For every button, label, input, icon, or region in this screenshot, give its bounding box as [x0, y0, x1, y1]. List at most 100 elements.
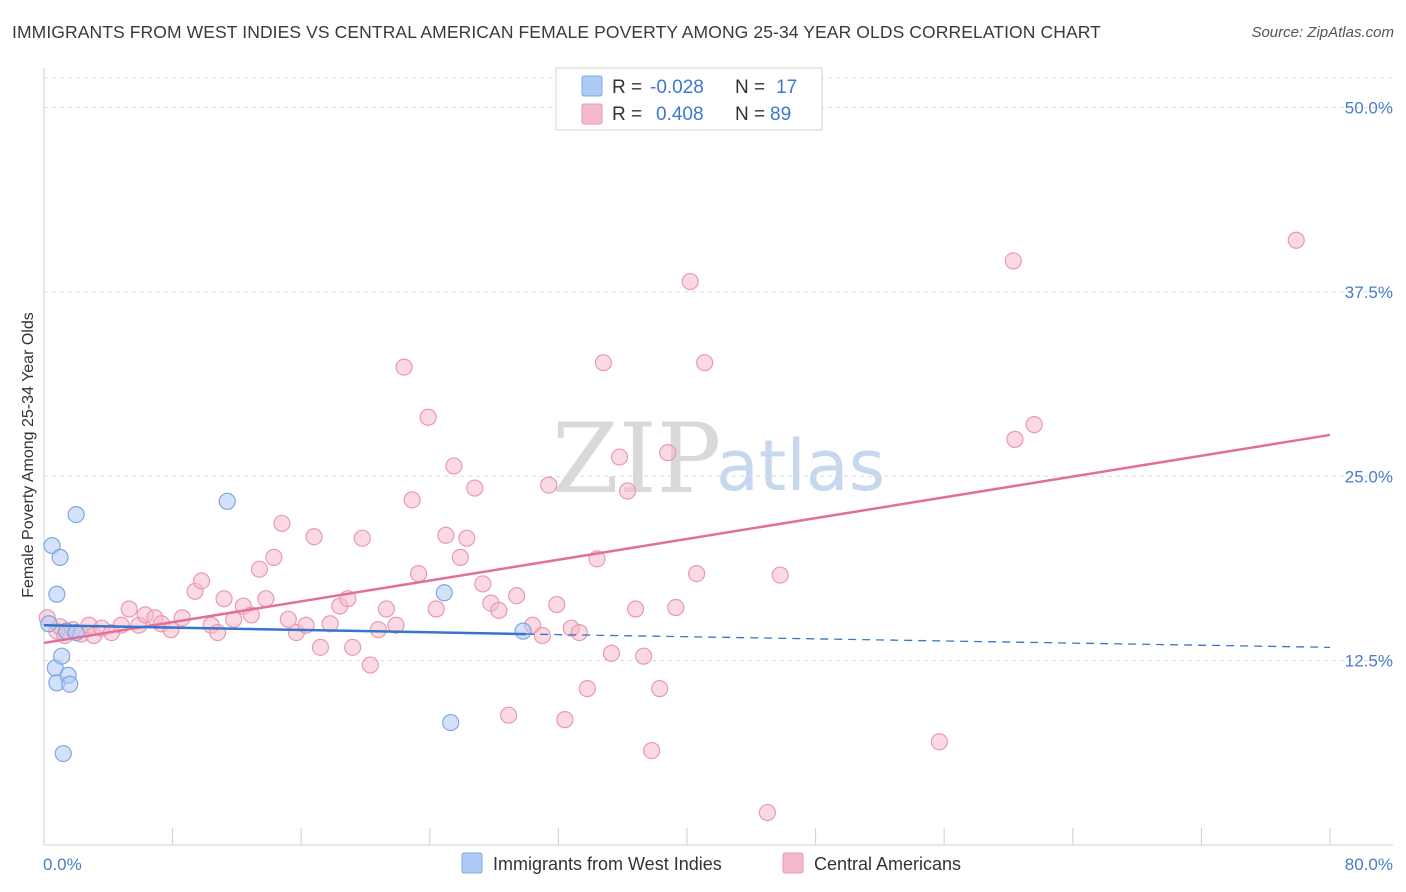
central-americans-point: [120, 600, 138, 618]
central-americans-point: [651, 680, 669, 698]
central-americans-point: [1006, 430, 1024, 448]
central-americans-point: [451, 548, 469, 566]
watermark-atlas: atlas: [716, 425, 885, 507]
central-americans-point: [499, 706, 518, 724]
central-americans-point: [437, 526, 455, 544]
source-credit: Source: ZipAtlas.com: [1251, 24, 1394, 41]
central-americans-point: [403, 491, 421, 509]
y-axis-label: Female Poverty Among 25-34 Year Olds: [20, 312, 37, 598]
west-indies-point: [218, 492, 236, 510]
central-americans-point: [570, 623, 588, 642]
central-americans-point: [540, 476, 558, 494]
central-americans-point: [192, 572, 211, 590]
chart-title: IMMIGRANTS FROM WEST INDIES VS CENTRAL A…: [12, 22, 1101, 42]
central-americans-point: [634, 647, 653, 665]
axes: [43, 68, 1393, 846]
west-indies-point: [40, 615, 58, 633]
legend-n-value: 17: [776, 77, 797, 98]
central-americans-points: [38, 231, 1305, 822]
west-indies-point: [67, 505, 85, 524]
watermark: ZIP atlas: [552, 403, 885, 515]
legend-n-label: N =: [735, 77, 765, 98]
legend-swatch-blue: [581, 75, 603, 97]
west-indies-point: [48, 585, 66, 603]
central-americans-point: [594, 354, 613, 372]
bottom-legend-swatch-blue: [461, 852, 483, 874]
central-americans-point: [681, 272, 699, 291]
central-americans-point: [344, 638, 362, 656]
west-indies-points: [40, 492, 532, 763]
gridlines: [44, 77, 1393, 662]
central-americans-point: [466, 479, 484, 497]
central-americans-point: [209, 623, 227, 642]
central-americans-point: [533, 626, 551, 645]
west-indies-point: [54, 744, 72, 763]
central-americans-point: [445, 457, 463, 475]
central-americans-point: [490, 601, 508, 620]
x-tick-label: 0.0%: [43, 855, 82, 874]
trend-lines: [43, 433, 1331, 648]
central-americans-point: [409, 564, 428, 583]
central-americans-point: [474, 575, 492, 593]
central-americans-point: [556, 711, 574, 729]
central-americans-point: [458, 529, 476, 547]
legend: R = -0.028 N = 17 R = 0.408 N = 89: [555, 67, 823, 131]
bottom-legend-label: Central Americans: [814, 854, 961, 874]
west-indies-point: [514, 622, 532, 640]
west-indies-point: [43, 536, 61, 555]
central-americans-point: [377, 600, 395, 618]
watermark-zip: ZIP: [552, 403, 721, 515]
central-americans-point: [427, 600, 445, 618]
central-americans-point: [602, 644, 621, 662]
legend-r-label: R =: [612, 77, 642, 98]
central-americans-point: [771, 566, 789, 584]
y-tick-label: 25.0%: [1345, 467, 1393, 486]
central-americans-point: [321, 615, 339, 633]
x-tick-labels: 0.0% 80.0%: [43, 855, 1393, 874]
central-americans-point: [1287, 231, 1305, 249]
central-americans-point: [626, 600, 645, 618]
central-americans-point: [279, 610, 297, 628]
central-americans-point: [578, 680, 596, 698]
central-americans-point: [361, 656, 379, 674]
west-indies-point: [442, 713, 460, 732]
y-tick-labels: 12.5% 25.0% 37.5% 50.0%: [1345, 99, 1393, 671]
central-americans-point: [1025, 416, 1043, 434]
central-americans-point: [369, 621, 387, 639]
central-americans-point: [643, 741, 661, 760]
central-americans-point: [688, 564, 706, 583]
central-americans-point: [305, 528, 323, 546]
central-americans-point: [618, 482, 637, 500]
legend-r-value: 0.408: [656, 104, 704, 125]
y-tick-label: 37.5%: [1345, 283, 1393, 302]
central-americans-point: [667, 598, 685, 617]
central-americans-point: [696, 354, 714, 372]
central-americans-point: [250, 560, 269, 578]
y-tick-label: 50.0%: [1345, 99, 1393, 118]
x-tick-label: 80.0%: [1345, 855, 1393, 874]
central-americans-point: [548, 595, 566, 614]
west-indies-trend-line: [43, 623, 527, 636]
central-americans-point: [353, 529, 371, 547]
west-indies-point: [51, 548, 69, 566]
west-indies-point: [53, 647, 71, 665]
central-americans-point: [173, 609, 191, 627]
central-americans-point: [387, 616, 405, 634]
y-tick-label: 12.5%: [1345, 652, 1393, 671]
central-americans-point: [257, 590, 275, 608]
central-americans-point: [215, 590, 233, 608]
west-indies-point: [435, 584, 453, 602]
central-americans-trend-line: [43, 433, 1331, 645]
bottom-legend-label: Immigrants from West Indies: [493, 854, 722, 874]
legend-n-value: 89: [770, 104, 791, 125]
central-americans-point: [930, 733, 948, 751]
legend-r-label: R =: [612, 104, 642, 125]
central-americans-point: [610, 448, 629, 466]
central-americans-point: [419, 408, 437, 426]
west-indies-point: [61, 675, 79, 693]
legend-swatch-pink: [581, 103, 603, 125]
central-americans-point: [659, 444, 677, 462]
central-americans-point: [311, 638, 330, 656]
legend-n-label: N =: [735, 104, 765, 125]
